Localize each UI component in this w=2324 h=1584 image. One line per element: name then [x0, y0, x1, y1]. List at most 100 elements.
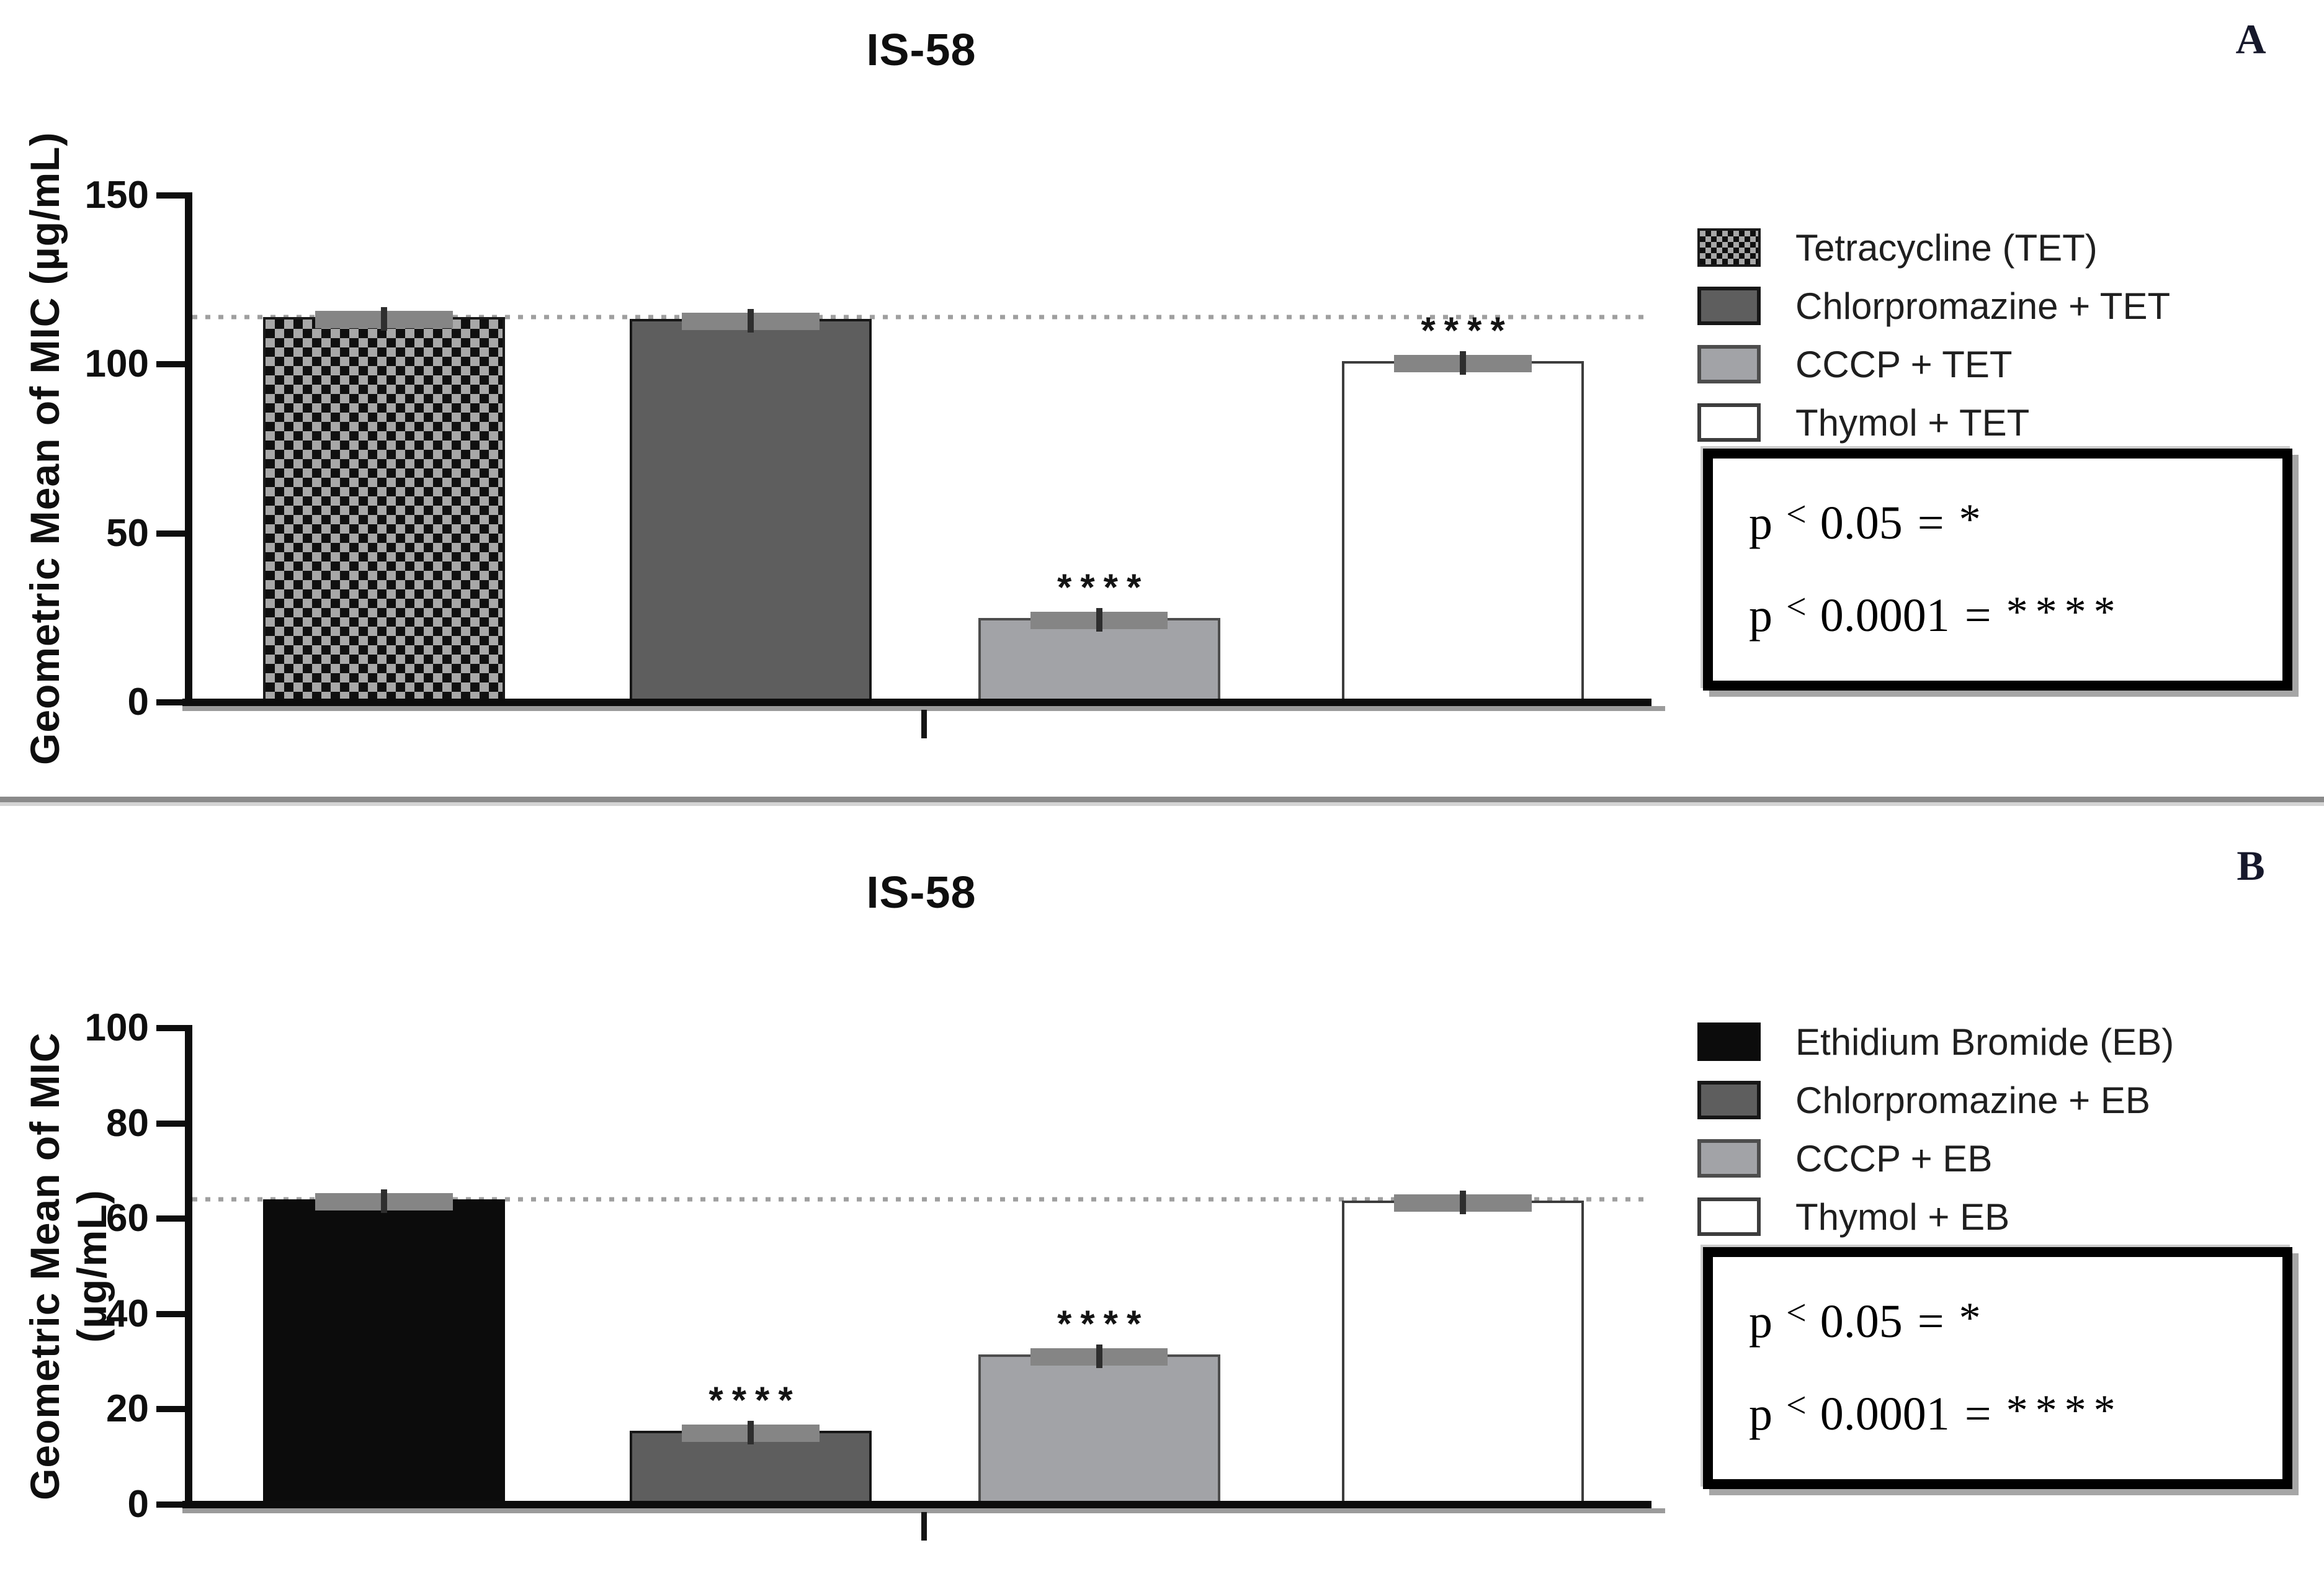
y-tick: 150: [30, 173, 185, 218]
p-symbol: p: [1749, 1295, 1772, 1348]
bar-cccp-tet: [978, 607, 1220, 702]
bar-group-cccp-eb: ****: [978, 1028, 1220, 1505]
y-tick-mark: [156, 1310, 185, 1317]
x-axis-line: [182, 1501, 1651, 1508]
less-than-symbol: <: [1786, 494, 1807, 535]
legend-swatch-light-gray: [1697, 1139, 1761, 1178]
significance-label: ****: [1057, 1303, 1150, 1345]
legend-item: Chlorpromazine + TET: [1697, 277, 2318, 335]
legend-item: Chlorpromazine + EB: [1697, 1071, 2318, 1129]
legend-label: CCCP + TET: [1795, 343, 2013, 385]
p-threshold-value: 0.0001: [1820, 1387, 1950, 1440]
error-bar-cap: [1030, 1345, 1168, 1369]
less-than-symbol: <: [1786, 1384, 1807, 1425]
y-tick: 100: [30, 1006, 185, 1050]
chart-title: IS-58: [866, 868, 977, 918]
error-bar-whisker: [748, 308, 754, 333]
y-tick: 80: [30, 1101, 185, 1146]
p-threshold-line: p < 0.0001 = ****: [1749, 586, 2282, 643]
bar-group-thymol-tet: ****: [1341, 195, 1584, 702]
bar-group-cccp-tet: ****: [978, 195, 1220, 702]
legend-swatch-black: [1697, 1022, 1761, 1061]
p-threshold-value: 0.0001: [1820, 589, 1950, 642]
bar-tetracycline-tet: [262, 307, 506, 702]
x-axis-shadow: [182, 1508, 1665, 1513]
p-threshold-value: 0.05: [1820, 497, 1903, 550]
less-than-symbol: <: [1786, 1292, 1807, 1333]
y-tick-mark: [156, 1120, 185, 1127]
bar-group-chlorpromazine-eb: ****: [630, 1028, 872, 1505]
p-threshold-line: p < 0.05 = *: [1749, 1292, 2282, 1349]
y-axis-line: [185, 1025, 192, 1508]
y-axis-line: [185, 192, 192, 706]
bar-group-tetracycline-tet: [262, 195, 506, 702]
x-axis-center-tick: [921, 710, 927, 738]
equals-symbol: =: [1964, 1387, 1991, 1440]
legend-swatch-dark-gray: [1697, 287, 1761, 325]
y-tick-mark: [156, 530, 185, 537]
significance-stars: *: [1959, 1294, 1988, 1343]
plot-area: 0 50 100 150: [85, 176, 1665, 738]
x-axis-shadow: [182, 706, 1665, 711]
y-tick: 100: [30, 342, 185, 387]
bar-thymol-eb: [1341, 1191, 1584, 1505]
y-tick-mark: [156, 1501, 185, 1508]
legend-item: Thymol + TET: [1697, 393, 2318, 452]
y-tick-label: 0: [127, 1483, 149, 1526]
p-threshold-value: 0.05: [1820, 1295, 1903, 1348]
y-tick-label: 100: [84, 1006, 149, 1049]
y-tick-label: 50: [106, 511, 149, 555]
p-symbol: p: [1749, 497, 1772, 550]
error-bar-whisker: [1096, 607, 1102, 632]
x-axis-line: [182, 699, 1651, 706]
y-tick-mark: [156, 699, 185, 705]
legend-label: Thymol + TET: [1795, 401, 2030, 444]
p-value-key-box: p < 0.05 = * p < 0.0001 = ****: [1703, 1247, 2292, 1489]
legend-label: Thymol + EB: [1795, 1196, 2010, 1238]
bar-group-chlorpromazine-tet: [630, 195, 872, 702]
legend-item: CCCP + TET: [1697, 335, 2318, 393]
error-bar-whisker: [1460, 351, 1466, 375]
equals-symbol: =: [1917, 497, 1944, 550]
x-axis-center-tick: [921, 1512, 927, 1541]
legend: Ethidium Bromide (EB) Chlorpromazine + E…: [1697, 1013, 2318, 1246]
error-bar-whisker: [1460, 1191, 1466, 1215]
p-threshold-line: p < 0.0001 = ****: [1749, 1384, 2282, 1441]
significance-label: ****: [1057, 566, 1150, 608]
y-tick-mark: [156, 1406, 185, 1413]
less-than-symbol: <: [1786, 586, 1807, 627]
legend-label: Chlorpromazine + EB: [1795, 1079, 2150, 1121]
legend-swatch-crosshatch: [1697, 228, 1761, 267]
panel-divider: [0, 797, 2324, 806]
p-symbol: p: [1749, 1387, 1772, 1440]
y-tick-mark: [156, 1215, 185, 1222]
y-tick: 0: [30, 1482, 185, 1527]
y-tick-mark: [156, 1025, 185, 1031]
y-tick-label: 0: [127, 681, 149, 723]
legend-swatch-light-gray: [1697, 345, 1761, 383]
plot-area: 0 20 40 60 80 100: [85, 1009, 1665, 1541]
panel-a: IS-58 A Geometric Mean of MIC (µg/mL) 0 …: [22, 16, 2318, 765]
reference-dotted-line: [192, 315, 1644, 320]
error-bar-whisker: [381, 1189, 387, 1214]
y-tick-label: 60: [106, 1197, 149, 1240]
y-tick: 0: [30, 680, 185, 725]
legend-label: CCCP + EB: [1795, 1137, 1993, 1179]
error-bar-whisker: [381, 307, 387, 331]
y-tick-label: 40: [106, 1292, 149, 1335]
error-bar-whisker: [1096, 1345, 1102, 1369]
significance-stars: ****: [2006, 1386, 2123, 1434]
error-bar-cap: [315, 1189, 453, 1214]
y-tick: 50: [30, 511, 185, 556]
p-value-key-box: p < 0.05 = * p < 0.0001 = ****: [1703, 449, 2292, 691]
legend-item: Thymol + EB: [1697, 1188, 2318, 1246]
p-threshold-line: p < 0.05 = *: [1749, 494, 2282, 550]
y-tick-mark: [156, 361, 185, 368]
legend-label: Tetracycline (TET): [1795, 226, 2098, 269]
error-bar-cap: [1394, 1191, 1532, 1215]
panel-b: IS-58 B Geometric Mean of MIC (µg/mL) 0 …: [0, 817, 2324, 1584]
y-tick: 60: [30, 1196, 185, 1241]
error-bar-cap: [1030, 607, 1168, 632]
reference-dotted-line: [192, 1197, 1644, 1202]
